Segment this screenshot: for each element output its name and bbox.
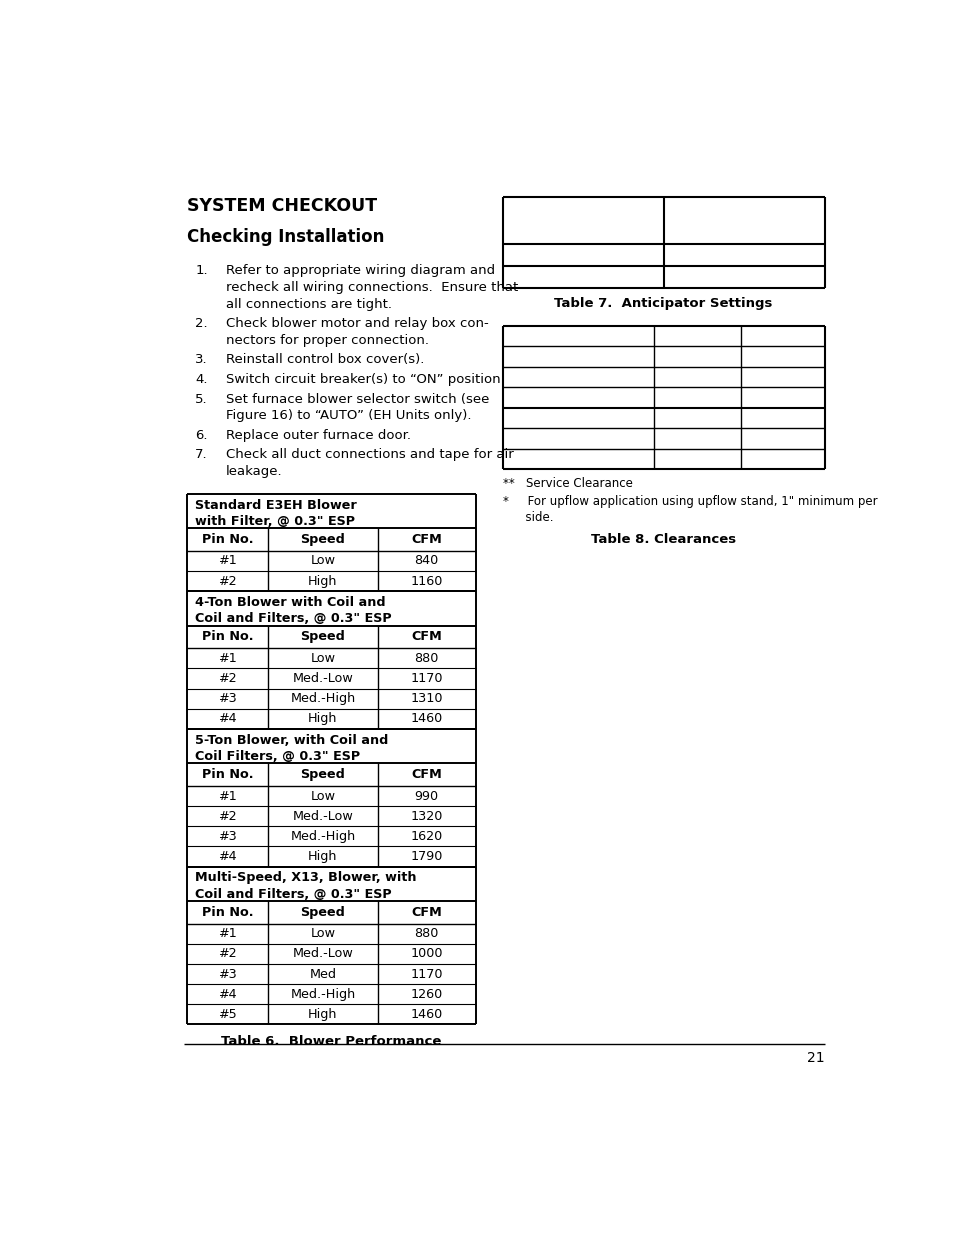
Text: Check blower motor and relay box con-: Check blower motor and relay box con- [226,317,489,330]
Text: 1310: 1310 [410,692,442,705]
Text: CFM: CFM [411,630,441,643]
Text: 1790: 1790 [410,850,442,863]
Text: Multi-Speed, X13, Blower, with: Multi-Speed, X13, Blower, with [195,871,416,884]
Text: High: High [308,713,337,725]
Text: Med.-Low: Med.-Low [293,810,353,823]
Text: CFM: CFM [411,905,441,919]
Text: Table 8. Clearances: Table 8. Clearances [591,532,736,546]
Text: CFM: CFM [411,534,441,546]
Text: Speed: Speed [300,768,345,781]
Text: 1.: 1. [195,264,208,278]
Text: 880: 880 [415,927,438,940]
Text: #1: #1 [218,927,237,940]
Text: Pin No.: Pin No. [202,534,253,546]
Text: 1170: 1170 [410,967,442,981]
Text: SYSTEM CHECKOUT: SYSTEM CHECKOUT [187,196,377,215]
Text: Low: Low [310,555,335,568]
Text: 1260: 1260 [410,988,442,1000]
Text: recheck all wiring connections.  Ensure that: recheck all wiring connections. Ensure t… [226,282,517,294]
Text: *     For upflow application using upflow stand, 1" minimum per: * For upflow application using upflow st… [502,495,877,508]
Text: #2: #2 [218,810,237,823]
Text: 7.: 7. [195,448,208,462]
Text: 1460: 1460 [410,713,442,725]
Text: 2.: 2. [195,317,208,330]
Text: High: High [308,850,337,863]
Text: Pin No.: Pin No. [202,630,253,643]
Text: Set furnace blower selector switch (see: Set furnace blower selector switch (see [226,393,489,405]
Text: 4-Ton Blower with Coil and: 4-Ton Blower with Coil and [195,595,385,609]
Text: all connections are tight.: all connections are tight. [226,298,392,310]
Text: 1170: 1170 [410,672,442,685]
Text: Coil and Filters, @ 0.3" ESP: Coil and Filters, @ 0.3" ESP [195,888,392,900]
Text: Med.-Low: Med.-Low [293,672,353,685]
Text: #4: #4 [218,850,237,863]
Text: #4: #4 [218,713,237,725]
Text: 840: 840 [415,555,438,568]
Text: Med.-High: Med.-High [290,830,355,842]
Text: #2: #2 [218,947,237,961]
Text: 6.: 6. [195,429,208,442]
Text: 4.: 4. [195,373,208,387]
Text: #3: #3 [218,692,237,705]
Text: Table 7.  Anticipator Settings: Table 7. Anticipator Settings [554,296,772,310]
Text: High: High [308,1008,337,1021]
Text: Pin No.: Pin No. [202,905,253,919]
Text: Med.-Low: Med.-Low [293,947,353,961]
Text: Check all duct connections and tape for air: Check all duct connections and tape for … [226,448,514,462]
Text: Replace outer furnace door.: Replace outer furnace door. [226,429,411,442]
Text: Figure 16) to “AUTO” (EH Units only).: Figure 16) to “AUTO” (EH Units only). [226,409,471,422]
Text: CFM: CFM [411,768,441,781]
Text: #1: #1 [218,789,237,803]
Text: Low: Low [310,927,335,940]
Text: Med.-High: Med.-High [290,988,355,1000]
Text: Table 6.  Blower Performance: Table 6. Blower Performance [221,1035,441,1049]
Text: Switch circuit breaker(s) to “ON” position.: Switch circuit breaker(s) to “ON” positi… [226,373,504,387]
Text: nectors for proper connection.: nectors for proper connection. [226,333,429,347]
Text: #3: #3 [218,830,237,842]
Text: High: High [308,574,337,588]
Text: Med.-High: Med.-High [290,692,355,705]
Text: Speed: Speed [300,905,345,919]
Text: **   Service Clearance: ** Service Clearance [502,477,632,489]
Text: 5-Ton Blower, with Coil and: 5-Ton Blower, with Coil and [195,734,388,746]
Text: Med: Med [309,967,336,981]
Text: 1460: 1460 [410,1008,442,1021]
Text: 21: 21 [806,1051,823,1066]
Text: Reinstall control box cover(s).: Reinstall control box cover(s). [226,353,424,367]
Text: Speed: Speed [300,534,345,546]
Text: Coil Filters, @ 0.3" ESP: Coil Filters, @ 0.3" ESP [195,750,360,763]
Text: 1160: 1160 [410,574,442,588]
Text: Speed: Speed [300,630,345,643]
Text: with Filter, @ 0.3" ESP: with Filter, @ 0.3" ESP [195,515,355,529]
Text: 1000: 1000 [410,947,442,961]
Text: #1: #1 [218,652,237,664]
Text: 1320: 1320 [410,810,442,823]
Text: 1620: 1620 [410,830,442,842]
Text: #4: #4 [218,988,237,1000]
Text: 990: 990 [415,789,438,803]
Text: Refer to appropriate wiring diagram and: Refer to appropriate wiring diagram and [226,264,495,278]
Text: 880: 880 [415,652,438,664]
Text: Low: Low [310,789,335,803]
Text: #1: #1 [218,555,237,568]
Text: Checking Installation: Checking Installation [187,227,384,246]
Text: #3: #3 [218,967,237,981]
Text: Low: Low [310,652,335,664]
Text: side.: side. [502,511,553,524]
Text: Coil and Filters, @ 0.3" ESP: Coil and Filters, @ 0.3" ESP [195,613,392,625]
Text: #5: #5 [218,1008,237,1021]
Text: 5.: 5. [195,393,208,405]
Text: 3.: 3. [195,353,208,367]
Text: leakage.: leakage. [226,466,282,478]
Text: Pin No.: Pin No. [202,768,253,781]
Text: #2: #2 [218,574,237,588]
Text: Standard E3EH Blower: Standard E3EH Blower [195,499,356,511]
Text: #2: #2 [218,672,237,685]
